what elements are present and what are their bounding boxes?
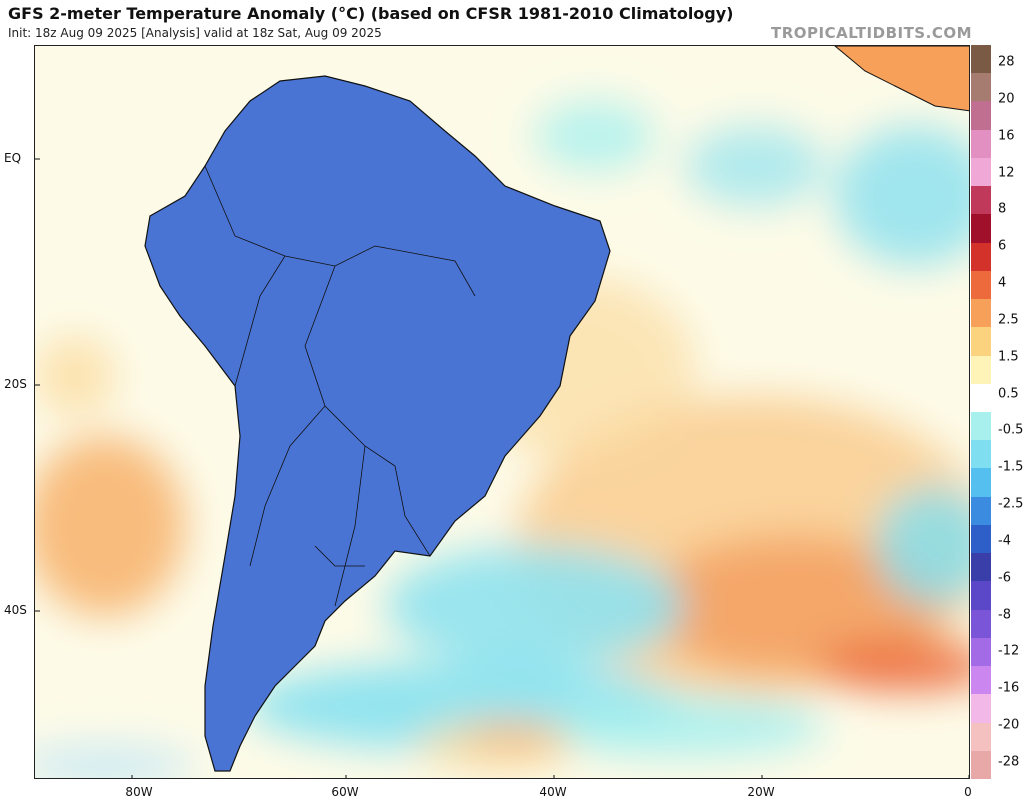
colorbar-label: -8: [998, 607, 1011, 623]
colorbar-label: -16: [998, 680, 1020, 696]
lon-label-0: 0: [964, 785, 972, 799]
chart-title: GFS 2-meter Temperature Anomaly (°C) (ba…: [8, 4, 734, 23]
lon-label-80w: 80W: [125, 785, 153, 799]
colorbar-label: 4: [998, 275, 1007, 291]
colorbar-label: 12: [998, 165, 1015, 181]
colorbar-segment: [971, 45, 991, 74]
colorbar-label: -20: [998, 717, 1020, 733]
colorbar-label: -2.5: [998, 496, 1024, 512]
colorbar-label: 1.5: [998, 349, 1019, 365]
colorbar-segment: [971, 129, 991, 159]
lat-label-20s: 20S: [4, 377, 27, 391]
colorbar-label: -0.5: [998, 422, 1024, 438]
colorbar-segment: [971, 242, 991, 272]
chart-subtitle: Init: 18z Aug 09 2025 [Analysis] valid a…: [8, 26, 382, 40]
lon-label-40w: 40W: [539, 785, 567, 799]
colorbar-label: 0.5: [998, 386, 1019, 402]
colorbar-label: -4: [998, 533, 1011, 549]
colorbar-label: 20: [998, 91, 1015, 107]
colorbar: [971, 45, 991, 780]
lat-label-eq: EQ: [4, 151, 22, 165]
colorbar-segment: [971, 73, 991, 102]
colorbar-label: 16: [998, 128, 1015, 144]
colorbar-segment: [971, 524, 991, 554]
colorbar-segment: [971, 581, 991, 611]
colorbar-label: -12: [998, 643, 1020, 659]
colorbar-label: -28: [998, 754, 1020, 770]
anomaly-map: [34, 45, 970, 779]
colorbar-segment: [971, 101, 991, 131]
colorbar-segment: [971, 186, 991, 215]
colorbar-segment: [971, 214, 991, 244]
colorbar-segment: [971, 270, 991, 300]
africa-landmass: [834, 46, 969, 112]
axis-ticks: [35, 158, 969, 778]
colorbar-segment: [971, 496, 991, 526]
colorbar-segment: [971, 553, 991, 582]
colorbar-segment: [971, 637, 991, 667]
colorbar-segment: [971, 157, 991, 187]
colorbar-segment: [971, 750, 991, 780]
colorbar-label: 28: [998, 54, 1015, 70]
colorbar-segment: [971, 609, 991, 639]
colorbar-segment: [971, 666, 991, 695]
colorbar-segment: [971, 327, 991, 357]
colorbar-label: -1.5: [998, 459, 1024, 475]
country-borders: [204, 165, 476, 607]
colorbar-label: 6: [998, 238, 1007, 254]
lon-label-20w: 20W: [747, 785, 775, 799]
lon-label-60w: 60W: [331, 785, 359, 799]
colorbar-segment: [971, 383, 991, 413]
colorbar-segment: [971, 722, 991, 752]
colorbar-segment: [971, 468, 991, 498]
colorbar-segment: [971, 412, 991, 441]
colorbar-segment: [971, 694, 991, 724]
lat-label-40s: 40S: [4, 603, 27, 617]
map-canvas: [35, 46, 969, 778]
colorbar-label: 8: [998, 201, 1007, 217]
colorbar-segment: [971, 299, 991, 328]
colorbar-label: 2.5: [998, 312, 1019, 328]
colorbar-segment: [971, 440, 991, 469]
colorbar-segment: [971, 355, 991, 385]
colorbar-label: -6: [998, 570, 1011, 586]
site-watermark: TROPICALTIDBITS.COM: [771, 24, 972, 42]
